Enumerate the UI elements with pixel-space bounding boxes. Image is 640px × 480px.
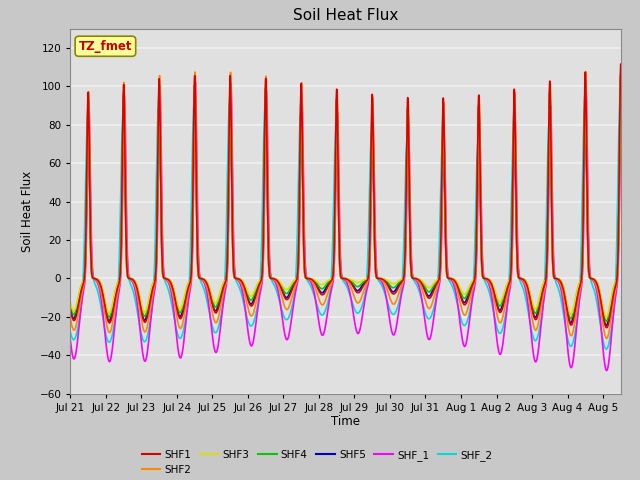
Legend: SHF1, SHF2, SHF3, SHF4, SHF5, SHF_1, SHF_2: SHF1, SHF2, SHF3, SHF4, SHF5, SHF_1, SHF… bbox=[141, 450, 493, 475]
Text: TZ_fmet: TZ_fmet bbox=[79, 40, 132, 53]
Y-axis label: Soil Heat Flux: Soil Heat Flux bbox=[21, 170, 34, 252]
Title: Soil Heat Flux: Soil Heat Flux bbox=[293, 9, 398, 24]
X-axis label: Time: Time bbox=[331, 415, 360, 429]
